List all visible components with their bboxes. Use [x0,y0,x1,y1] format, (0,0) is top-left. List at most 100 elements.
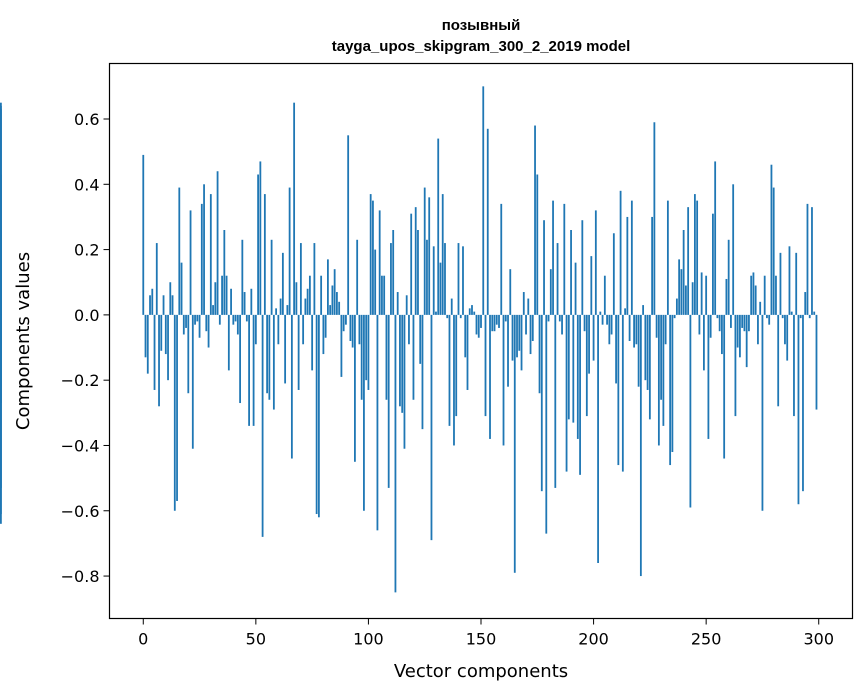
bar-145 [468,308,471,315]
bar-130 [435,311,437,315]
bar-219 [635,314,638,345]
bar-167 [518,314,521,351]
bar-244 [691,282,694,315]
bar-166 [516,314,518,358]
bar-257 [721,314,723,355]
bar-151 [482,86,485,315]
bar-239 [680,269,683,315]
bar-264 [736,314,739,348]
bar-44 [241,239,244,315]
bar-92 [349,314,352,341]
x-tick-label-50: 50 [246,630,266,649]
bar-30 [209,194,212,315]
bar-76 [313,243,316,315]
bar-199 [590,256,593,315]
x-tick-label-150: 150 [466,630,497,649]
bar-208 [610,314,613,335]
bar-242 [687,207,690,315]
bar-91 [347,135,350,315]
bar-97 [360,314,363,400]
bar-283 [779,252,782,315]
bar-277 [766,314,768,319]
bar-90 [345,314,347,325]
bar-21 [189,210,192,315]
bar-188 [565,314,568,472]
bar-133 [441,194,444,315]
bar-181 [549,269,552,315]
bar-154 [489,314,491,439]
bar-34 [218,314,221,325]
bar-94 [354,314,356,462]
bar-36 [223,230,226,315]
bar-98 [363,314,365,511]
bar-39 [230,288,232,315]
bar-284 [781,314,784,319]
bar-168 [520,314,523,371]
bar-7 [158,314,160,407]
bar-103 [374,249,377,315]
bar-100 [367,314,370,390]
bar-280 [772,187,775,315]
bar-215 [626,216,629,315]
bar-120 [412,314,415,400]
bar-191 [572,314,575,423]
bar-182 [552,200,554,315]
bar-102 [372,200,374,315]
x-tick-label-100: 100 [353,630,384,649]
y-tick-label--0.2: −0.2 [61,371,100,390]
bar-114 [399,314,401,407]
bar-58 [272,314,275,410]
bar-289 [793,314,795,417]
bar-144 [466,314,469,390]
chart-title: позывный [442,17,521,34]
bar-265 [739,314,741,358]
bar-210 [615,314,617,384]
bar-3 [149,295,151,315]
bar-82 [327,259,329,315]
bar-140 [457,243,460,315]
bar-5 [153,314,156,390]
bar-296 [808,314,811,319]
y-tick-label-0.2: 0.2 [74,241,99,260]
bar-87 [338,301,341,315]
bar-28 [205,314,208,332]
bar-194 [579,314,581,475]
bar-26 [200,203,203,315]
bar-267 [743,314,746,332]
bar-251 [707,314,710,439]
bar-41 [234,314,237,322]
bar-43 [239,314,241,404]
bar-176 [538,314,541,394]
bar-161 [504,314,507,322]
bar-147 [473,311,476,315]
bar-119 [410,213,413,315]
bar-286 [786,314,789,361]
y-tick-label--0.4: −0.4 [61,436,100,455]
bar-189 [567,314,570,420]
bar-223 [644,314,647,381]
bar-75 [311,314,314,371]
bar-61 [279,298,282,315]
bar-186 [561,314,563,335]
bar-272 [754,285,757,315]
bar-55 [266,314,269,394]
bar-79 [320,275,323,315]
bar-174 [534,125,536,315]
bar-35 [221,275,223,315]
bar-200 [592,314,595,361]
bar-159 [500,203,503,315]
y-tick-label--0.8: −0.8 [61,567,100,586]
bar-203 [599,311,602,315]
bar-86 [336,292,338,315]
bar-205 [603,275,606,315]
bar-17 [180,262,183,315]
bar-111 [392,230,395,315]
bar-113 [396,292,399,315]
bar-undefined [0,314,2,488]
bar-192 [574,262,577,315]
bar-48 [250,288,253,315]
bar-197 [585,314,588,417]
bar-139 [455,314,458,417]
bar-137 [450,298,453,315]
